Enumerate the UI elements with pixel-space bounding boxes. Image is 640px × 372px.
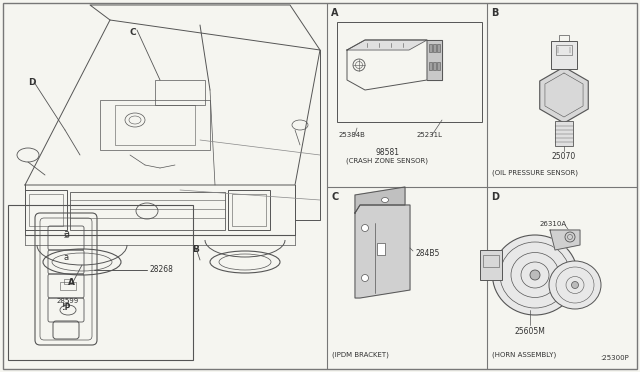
Text: 284B5: 284B5	[415, 248, 440, 257]
Bar	[429, 62, 432, 70]
Text: (IPDM BRACKET): (IPDM BRACKET)	[332, 352, 389, 359]
Bar	[551, 41, 577, 69]
Bar	[437, 44, 440, 52]
Ellipse shape	[572, 282, 579, 289]
Text: A: A	[68, 278, 75, 287]
Text: !P: !P	[62, 304, 72, 312]
Ellipse shape	[362, 275, 369, 282]
Bar	[60, 282, 76, 290]
Bar	[64, 279, 72, 284]
Polygon shape	[540, 67, 588, 123]
Bar	[433, 44, 436, 52]
Text: 25231L: 25231L	[417, 132, 443, 138]
Text: D: D	[491, 192, 499, 202]
Ellipse shape	[362, 224, 369, 231]
Ellipse shape	[381, 198, 388, 202]
Bar	[228, 190, 270, 230]
Text: 25384B: 25384B	[339, 132, 366, 138]
Bar	[25, 190, 67, 230]
Text: (OIL PRESSURE SENSOR): (OIL PRESSURE SENSOR)	[492, 170, 578, 176]
Bar	[556, 45, 572, 55]
Bar	[555, 121, 573, 146]
Text: a: a	[63, 253, 68, 263]
Bar	[437, 62, 440, 70]
Text: 28599: 28599	[57, 298, 79, 304]
Bar	[155, 80, 205, 105]
Bar	[70, 192, 225, 230]
Text: A: A	[331, 8, 339, 18]
Text: B: B	[491, 8, 499, 18]
Text: (HORN ASSEMBLY): (HORN ASSEMBLY)	[492, 352, 556, 359]
Bar	[115, 105, 195, 145]
Polygon shape	[427, 40, 442, 80]
Text: 28268: 28268	[149, 266, 173, 275]
Bar	[337, 22, 482, 122]
Bar	[433, 62, 436, 70]
Text: C: C	[130, 28, 136, 37]
Text: :25300P: :25300P	[600, 355, 628, 361]
Text: 98581: 98581	[375, 148, 399, 157]
Text: 25070: 25070	[552, 152, 576, 161]
Bar	[480, 250, 502, 280]
Bar	[429, 44, 432, 52]
Polygon shape	[355, 187, 405, 213]
Bar	[483, 255, 499, 267]
Bar	[29, 194, 63, 226]
Bar	[8, 205, 193, 360]
Bar	[559, 35, 569, 41]
Ellipse shape	[493, 235, 577, 315]
Text: (CRASH ZONE SENSOR): (CRASH ZONE SENSOR)	[346, 157, 428, 164]
Bar	[100, 100, 210, 150]
Polygon shape	[550, 230, 580, 250]
Text: 25605M: 25605M	[515, 327, 545, 336]
Polygon shape	[355, 205, 410, 298]
Text: a: a	[63, 229, 69, 239]
Ellipse shape	[549, 261, 601, 309]
Polygon shape	[347, 40, 427, 50]
Ellipse shape	[530, 270, 540, 280]
Text: 26310A: 26310A	[540, 221, 567, 227]
Bar	[232, 194, 266, 226]
Text: D: D	[28, 78, 35, 87]
Bar	[377, 243, 385, 255]
Text: B: B	[192, 245, 199, 254]
Text: C: C	[331, 192, 339, 202]
